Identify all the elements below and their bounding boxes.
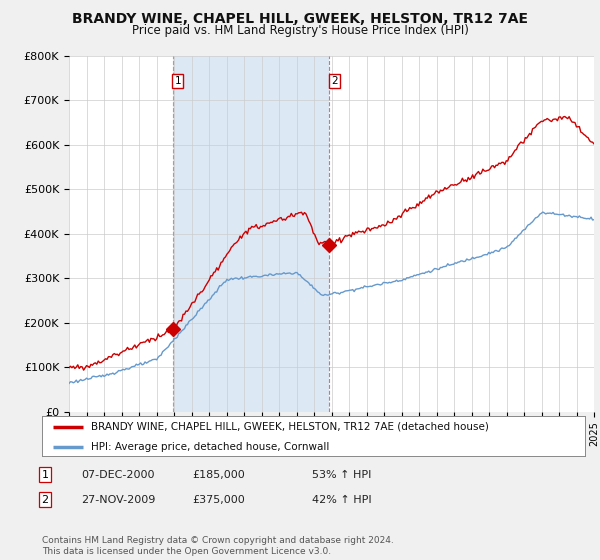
Text: HPI: Average price, detached house, Cornwall: HPI: Average price, detached house, Corn… xyxy=(91,442,329,452)
Text: 2: 2 xyxy=(331,76,338,86)
Text: 27-NOV-2009: 27-NOV-2009 xyxy=(81,494,155,505)
Text: 2: 2 xyxy=(41,494,49,505)
Text: £185,000: £185,000 xyxy=(192,470,245,480)
Text: 1: 1 xyxy=(175,76,181,86)
Text: 07-DEC-2000: 07-DEC-2000 xyxy=(81,470,155,480)
Text: £375,000: £375,000 xyxy=(192,494,245,505)
Text: Contains HM Land Registry data © Crown copyright and database right 2024.
This d: Contains HM Land Registry data © Crown c… xyxy=(42,536,394,556)
Text: BRANDY WINE, CHAPEL HILL, GWEEK, HELSTON, TR12 7AE: BRANDY WINE, CHAPEL HILL, GWEEK, HELSTON… xyxy=(72,12,528,26)
Text: 1: 1 xyxy=(41,470,49,480)
Text: 53% ↑ HPI: 53% ↑ HPI xyxy=(312,470,371,480)
Text: 42% ↑ HPI: 42% ↑ HPI xyxy=(312,494,371,505)
Bar xyxy=(173,56,329,412)
Text: BRANDY WINE, CHAPEL HILL, GWEEK, HELSTON, TR12 7AE (detached house): BRANDY WINE, CHAPEL HILL, GWEEK, HELSTON… xyxy=(91,422,489,432)
Text: Price paid vs. HM Land Registry's House Price Index (HPI): Price paid vs. HM Land Registry's House … xyxy=(131,24,469,37)
